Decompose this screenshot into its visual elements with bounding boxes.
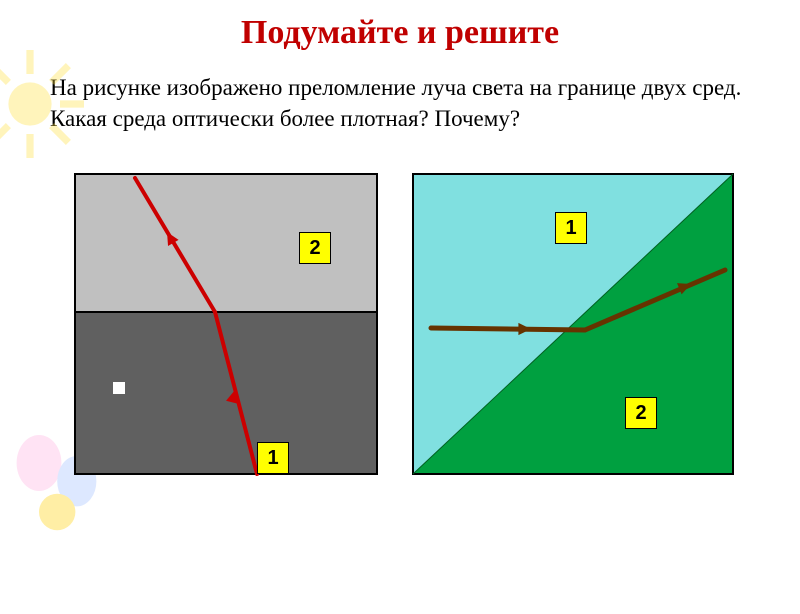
- figure-a-label-1: 1: [257, 442, 289, 474]
- question-text: На рисунке изображено преломление луча с…: [50, 72, 750, 134]
- figure-b-label-1: 1: [555, 212, 587, 244]
- figure-b-label-2: 2: [625, 397, 657, 429]
- figure-a: 2 1: [57, 162, 387, 482]
- bg-sun-top: [0, 44, 90, 164]
- figure-b-svg: [403, 162, 743, 482]
- page-title: Подумайте и решите: [0, 14, 800, 52]
- figure-a-svg: [57, 162, 387, 482]
- figure-b: 1 2: [403, 162, 743, 482]
- figures-row: 2 1 1 2: [0, 162, 800, 482]
- figure-a-label-2: 2: [299, 232, 331, 264]
